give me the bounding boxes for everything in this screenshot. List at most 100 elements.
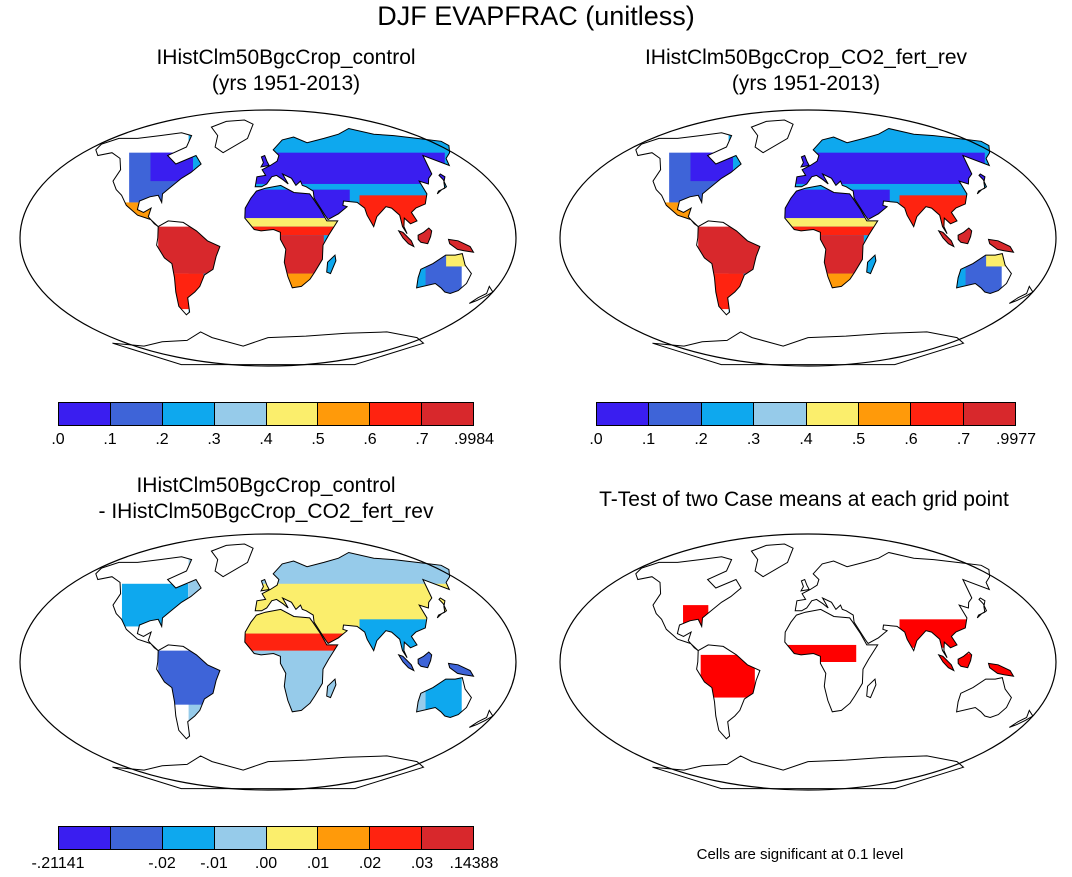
- colorbar-tick-label: .0: [589, 431, 603, 448]
- colorbar-swatch: [422, 827, 473, 849]
- coastline-japan: [436, 173, 448, 195]
- field-band: [814, 235, 864, 274]
- field-band: [782, 189, 890, 219]
- field-band: [246, 152, 445, 184]
- significant-cells: [899, 619, 976, 648]
- colorbar-tick-label: .4: [799, 431, 813, 448]
- colorbar-tick-label: .7: [415, 431, 429, 448]
- colorbar-control-ticks: .0 .1 .2 .3 .4 .5 .6 .7 .9984: [51, 431, 494, 453]
- coastline-australia: [955, 677, 1012, 719]
- colorbar-tick-label: .1: [103, 431, 117, 448]
- coastline-australia: [415, 253, 472, 295]
- field-band: [240, 226, 351, 236]
- panel-2-title-line1: IHistClm50BgcCrop_CO2_fert_rev: [644, 46, 968, 69]
- colorbar-swatch: [963, 403, 1015, 425]
- panel-2-title-line2: (yrs 1951-2013): [731, 72, 881, 95]
- colorbar-difference: [58, 826, 474, 850]
- coastline-new-guinea: [987, 238, 1015, 253]
- colorbar-tick-label: .3: [207, 431, 221, 448]
- colorbar-tick-label: .02: [358, 855, 382, 872]
- colorbar-tick-label: .5: [311, 431, 325, 448]
- coastline-antarctica: [652, 331, 965, 366]
- coastline-greenland: [210, 543, 254, 578]
- colorbar-tick-label: -.21141: [31, 855, 85, 872]
- colorbar-tick-label: .5: [851, 431, 866, 448]
- colorbar-swatch: [858, 403, 912, 425]
- colorbar-swatch: [370, 827, 423, 849]
- field-band: [690, 152, 734, 182]
- field-band: [780, 218, 891, 227]
- field-band: [242, 189, 350, 219]
- coastline-greenland: [750, 119, 794, 154]
- colorbar-tick-label: .03: [410, 855, 434, 872]
- coastline-borneo: [417, 227, 433, 245]
- coastline-eurasia: [794, 127, 991, 234]
- coastline-north-america: [95, 556, 202, 652]
- panel-3-title-line2: - IHistClm50BgcCrop_CO2_fert_rev: [98, 500, 434, 523]
- coastline-north-america: [635, 132, 742, 228]
- colorbar-swatch: [806, 403, 859, 425]
- coastline-borneo: [957, 227, 973, 245]
- colorbar-tick-label: .7: [956, 431, 971, 448]
- field-band: [150, 152, 194, 182]
- colorbar-swatch: [597, 403, 650, 425]
- colorbar-swatch: [701, 403, 755, 425]
- colorbar-swatch: [318, 827, 371, 849]
- coastline-north-america: [95, 132, 202, 228]
- coastline-uk: [800, 578, 810, 592]
- field-band: [698, 226, 762, 274]
- coastline-new-zealand: [469, 285, 494, 304]
- coastline-antarctica: [652, 755, 965, 790]
- colorbar-tick-label: .1: [641, 431, 656, 448]
- coastline-antarctica: [112, 331, 425, 366]
- field-band: [240, 218, 351, 227]
- coastline-madagascar: [326, 678, 337, 699]
- colorbar-tick-label: .6: [363, 431, 377, 448]
- colorbar-swatch: [754, 403, 807, 425]
- coastline-south-america: [156, 644, 221, 740]
- colorbar-difference-ticks: -.21141 -.02 -.01 .00 .01 .02 .03 .14388: [31, 855, 498, 877]
- coastline-north-america: [635, 556, 742, 652]
- coastline-new-zealand: [1009, 285, 1034, 304]
- coastline-new-zealand: [469, 709, 494, 728]
- coastline-south-america: [696, 220, 761, 316]
- colorbar-tick-label: .00: [254, 855, 278, 872]
- coastline-sumatra: [937, 653, 955, 672]
- colorbar-co2-fert-rev: [596, 402, 1016, 426]
- colorbar-swatch: [110, 827, 163, 849]
- colorbar-tick-label: .9984: [453, 431, 495, 448]
- panel-4-title: T-Test of two Case means at each grid po…: [599, 488, 1009, 511]
- colorbar-tick-label: .14388: [449, 855, 499, 872]
- coastline-greenland: [210, 119, 254, 154]
- colorbar-tick-label: .01: [306, 855, 330, 872]
- coastline-uk: [260, 154, 270, 168]
- coastline-sumatra: [397, 229, 415, 248]
- field-band: [986, 252, 1017, 267]
- colorbar-tick-label: .2: [694, 431, 708, 448]
- coastline-sumatra: [397, 653, 415, 672]
- field-band: [446, 252, 477, 267]
- colorbar-tick-label: -.01: [200, 855, 228, 872]
- colorbar-tick-label: .2: [155, 431, 169, 448]
- coastline-madagascar: [326, 254, 337, 275]
- colorbar-swatch: [266, 403, 319, 425]
- coastline-borneo: [957, 651, 973, 669]
- panel-1-title-line2: (yrs 1951-2013): [211, 72, 361, 95]
- coastline-africa: [244, 184, 339, 289]
- colorbar-swatch: [649, 403, 702, 425]
- panel-3-title-line1: IHistClm50BgcCrop_control: [136, 474, 396, 497]
- coastline-greenland: [750, 543, 794, 578]
- coastline-uk: [800, 154, 810, 168]
- field-band: [168, 273, 204, 310]
- field-band: [821, 273, 860, 288]
- field-band: [241, 633, 351, 651]
- coastline-africa: [784, 184, 879, 289]
- coastline-africa: [244, 608, 339, 713]
- colorbar-swatch: [422, 403, 473, 425]
- colorbar-tick-label: .9977: [995, 431, 1037, 448]
- coastline-new-guinea: [987, 662, 1015, 677]
- coastline-eurasia: [254, 551, 451, 658]
- colorbar-swatch: [911, 403, 964, 425]
- field-band: [786, 152, 985, 184]
- field-band: [398, 650, 481, 677]
